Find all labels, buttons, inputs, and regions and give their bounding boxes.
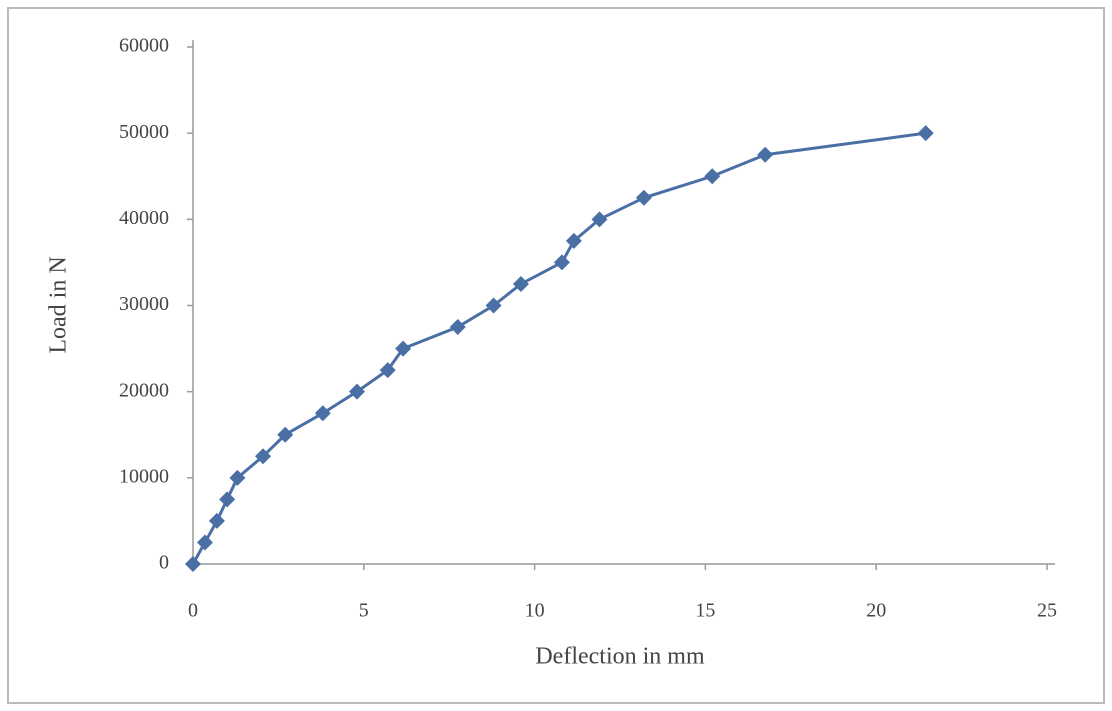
chart-frame xyxy=(7,7,1105,704)
data-point xyxy=(917,125,934,142)
data-point xyxy=(255,448,272,465)
x-tick-label: 20 xyxy=(866,600,886,622)
data-point xyxy=(277,426,294,443)
x-tick-label: 15 xyxy=(695,600,715,622)
data-point xyxy=(553,254,570,271)
y-axis-title: Load in N xyxy=(46,256,72,353)
y-tick-label: 60000 xyxy=(119,35,169,57)
data-point xyxy=(449,319,466,336)
data-point xyxy=(219,491,236,508)
y-tick-label: 40000 xyxy=(119,207,169,229)
y-tick-label: 0 xyxy=(159,552,169,574)
x-tick-label: 5 xyxy=(359,600,369,622)
y-tick-label: 20000 xyxy=(119,379,169,401)
data-point xyxy=(348,383,365,400)
x-axis-title: Deflection in mm xyxy=(535,644,705,670)
data-point xyxy=(395,340,412,357)
x-tick-label: 10 xyxy=(525,600,545,622)
data-point xyxy=(704,168,721,185)
x-tick-label: 0 xyxy=(188,600,198,622)
x-tick-label: 25 xyxy=(1037,600,1057,622)
data-point xyxy=(485,297,502,314)
y-tick-label: 30000 xyxy=(119,293,169,315)
data-point xyxy=(208,512,225,529)
data-point xyxy=(229,469,246,486)
data-point xyxy=(512,275,529,292)
data-point xyxy=(379,362,396,379)
data-point xyxy=(185,556,201,572)
data-point xyxy=(591,211,608,228)
data-point xyxy=(635,189,652,206)
data-point xyxy=(196,534,213,551)
data-point xyxy=(565,232,582,249)
data-point xyxy=(314,405,331,422)
data-point xyxy=(757,146,774,163)
y-tick-label: 50000 xyxy=(119,121,169,143)
y-tick-label: 10000 xyxy=(119,465,169,487)
